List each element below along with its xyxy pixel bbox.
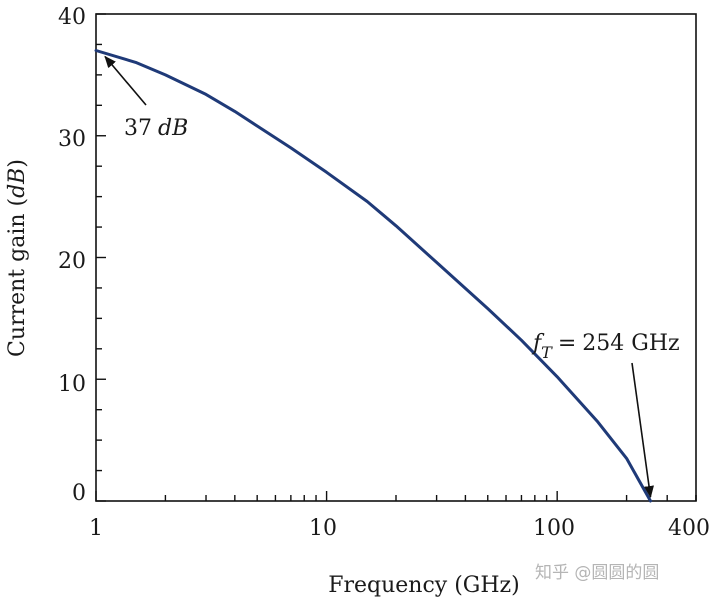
- x-tick-label: 400: [668, 516, 710, 541]
- annotation-arrow-37db: [104, 55, 147, 106]
- x-tick-label: 10: [309, 516, 337, 541]
- annotation-arrow-ft: [631, 362, 654, 498]
- annotation-ft: fT = 254 GHz: [531, 331, 680, 362]
- x-tick-label: 100: [533, 516, 575, 541]
- watermark: 知乎 @圆圆的圆: [535, 563, 659, 583]
- x-axis-title: Frequency (GHz): [328, 573, 520, 598]
- y-axis-title: Current gain (dB): [5, 159, 30, 357]
- y-axis-title-prefix: Current gain (: [5, 198, 30, 357]
- annotation-ft-equals: =: [558, 331, 576, 356]
- y-tick-labels: 0 10 20 30 40: [58, 5, 86, 506]
- annotation-37db-value: 37: [124, 116, 152, 141]
- gain-curve: [94, 49, 652, 503]
- y-tick-label: 30: [58, 127, 86, 152]
- annotation-ft-value: 254 GHz: [582, 331, 679, 356]
- annotation-ft-subscript: T: [541, 343, 553, 362]
- y-tick-label: 40: [58, 5, 86, 30]
- annotation-37db-unit: dB: [158, 116, 188, 141]
- y-axis-title-unit: dB: [5, 168, 30, 198]
- x-minor-ticks: [95, 491, 697, 501]
- y-tick-label: 20: [58, 249, 86, 274]
- y-tick-label: 0: [72, 481, 86, 506]
- y-minor-ticks: [96, 13, 106, 502]
- y-tick-label: 10: [58, 372, 86, 397]
- plot-frame: [95, 13, 697, 502]
- x-tick-label: 1: [89, 516, 103, 541]
- x-tick-labels: 1 10 100 400: [89, 516, 710, 541]
- y-axis-title-suffix: ): [5, 159, 30, 168]
- annotation-37db: 37 dB: [124, 116, 188, 141]
